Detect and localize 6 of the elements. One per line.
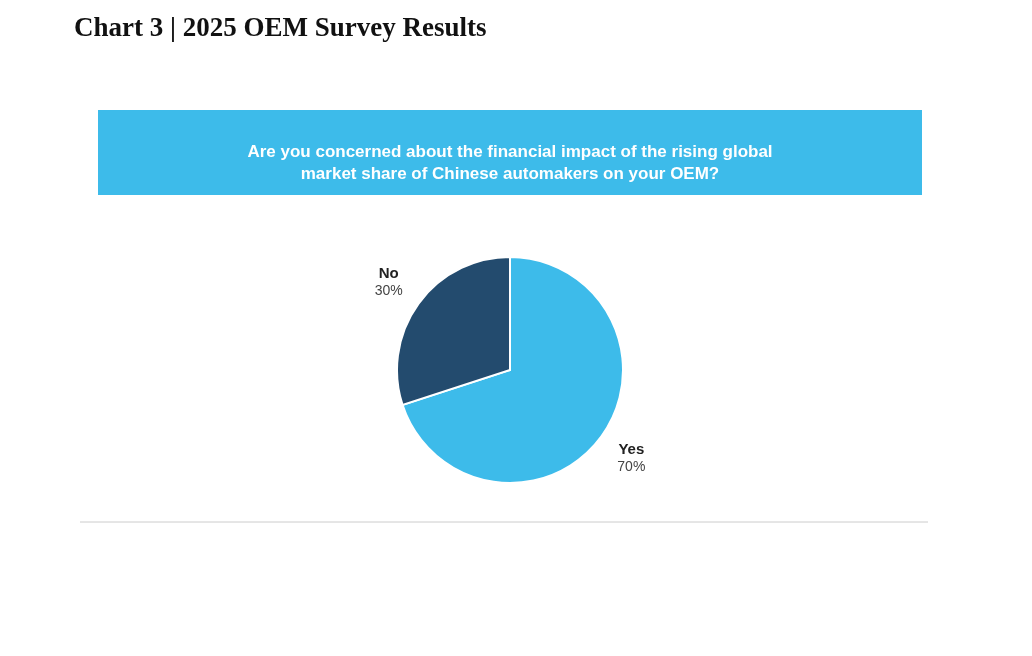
chart-title: Chart 3 | 2025 OEM Survey Results — [74, 12, 487, 42]
slice-label: Yes — [618, 440, 645, 458]
data-label: 70% — [617, 458, 646, 475]
slice-label: No — [378, 263, 399, 281]
chart-subtitle: Are you concerned about the financial impact of the rising global market share of Chinese automakers on your OEM? — [247, 142, 773, 183]
data-label: 30% — [374, 281, 403, 298]
